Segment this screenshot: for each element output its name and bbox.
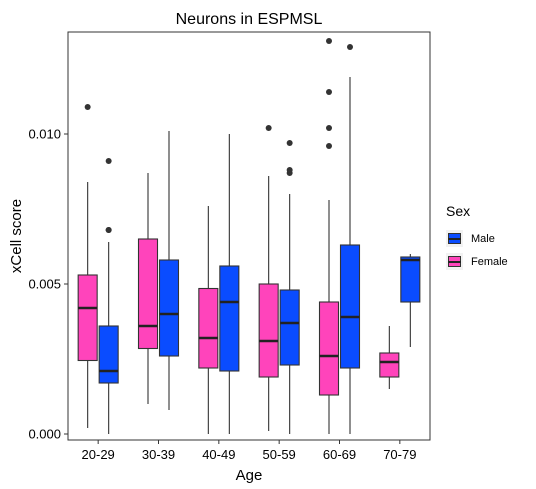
legend-swatch [446, 230, 463, 247]
box-iqr [98, 325, 119, 384]
legend-items: Male Female [446, 227, 526, 273]
box-iqr [219, 265, 240, 372]
box-iqr [339, 244, 361, 369]
box-iqr [158, 259, 180, 357]
boxes-layer [77, 38, 421, 434]
legend: Sex Male Female [446, 203, 526, 273]
x-tick-label: 60-69 [323, 447, 356, 462]
chart-title: Neurons in ESPMSL [176, 11, 323, 28]
legend-title: Sex [446, 203, 471, 219]
outlier-point [326, 143, 332, 149]
box-iqr [137, 238, 159, 350]
box-iqr [318, 301, 340, 396]
y-tick-label: 0.010 [28, 127, 61, 142]
outlier-point [84, 104, 91, 110]
y-tick-label: 0.000 [28, 427, 61, 442]
box-female-40-49 [198, 206, 219, 434]
legend-item-male: Male [446, 227, 526, 250]
outlier-point [265, 125, 272, 131]
box-male-70-79 [400, 254, 421, 347]
legend-item-female: Female [446, 250, 526, 273]
box-male-60-69 [339, 44, 361, 434]
box-iqr [279, 289, 300, 366]
x-tick-label: 70-79 [383, 447, 416, 462]
x-axis-label: Age [236, 467, 263, 484]
box-female-70-79 [379, 326, 400, 389]
box-female-60-69 [318, 38, 340, 434]
box-male-50-59 [279, 140, 300, 434]
box-iqr [400, 256, 421, 303]
x-tick-label: 30-39 [142, 447, 175, 462]
box-iqr [77, 274, 98, 362]
outlier-point [326, 38, 332, 44]
y-axis-label: xCell score [8, 199, 25, 273]
outlier-point [286, 167, 293, 173]
x-tick-label: 50-59 [263, 447, 296, 462]
y-axis: 0.000 0.005 0.010 [28, 127, 68, 442]
box-male-40-49 [219, 134, 240, 434]
outlier-point [105, 227, 112, 233]
outlier-point [286, 140, 293, 146]
box-female-50-59 [258, 125, 279, 431]
outlier-point [347, 44, 353, 50]
outlier-point [326, 89, 332, 95]
box-iqr [379, 352, 400, 378]
y-tick-label: 0.005 [28, 277, 61, 292]
x-tick-label: 40-49 [202, 447, 235, 462]
x-axis: 20-29 30-39 40-49 50-59 60-69 70-79 [82, 440, 416, 462]
outlier-point [105, 158, 112, 164]
box-female-20-29 [77, 104, 98, 428]
legend-swatch [446, 253, 463, 270]
plot-panel [67, 31, 431, 441]
box-iqr [258, 283, 279, 378]
box-male-20-29 [98, 158, 119, 434]
legend-label: Male [471, 232, 495, 245]
box-male-30-39 [158, 131, 180, 410]
legend-label: Female [471, 255, 508, 268]
x-tick-label: 20-29 [82, 447, 115, 462]
box-iqr [198, 287, 219, 369]
box-female-30-39 [137, 173, 159, 404]
outlier-point [326, 125, 332, 131]
